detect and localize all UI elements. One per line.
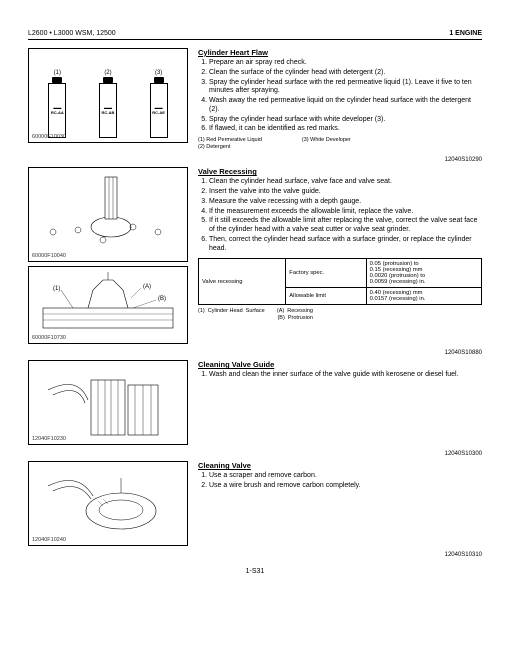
svg-text:(A): (A) bbox=[143, 284, 151, 290]
section-cleaning-valve: 12040F10240 Cleaning Valve Use a scraper… bbox=[28, 461, 482, 546]
figure-spray-cans: (1)▬▬RC-AA (2)▬▬RC-AB (3)▬▬RC-AE 60000F1… bbox=[28, 48, 188, 143]
legend: (1) Red Permeative Liquid(3) White Devel… bbox=[198, 137, 482, 151]
figure-id: 12040F10240 bbox=[32, 537, 66, 543]
figure-id: 60000F10730 bbox=[32, 335, 66, 341]
figure-id: 60000F10040 bbox=[32, 253, 66, 259]
svg-text:(1): (1) bbox=[53, 286, 60, 292]
figure-valve-recessing-2: (1) (A) (B) 60000F10730 bbox=[28, 266, 188, 344]
figure-valve-guide: 12040F10230 bbox=[28, 360, 188, 445]
step-list: Use a scraper and remove carbon. Use a w… bbox=[198, 472, 482, 491]
section-cylinder-heart-flaw: (1)▬▬RC-AA (2)▬▬RC-AB (3)▬▬RC-AE 60000F1… bbox=[28, 48, 482, 151]
step-list: Wash and clean the inner surface of the … bbox=[198, 371, 482, 380]
table-cell: 0.05 (protrusion) to 0.15 (recessing) mm… bbox=[366, 259, 481, 288]
header-left: L2600 • L3000 WSM, 12500 bbox=[28, 30, 116, 37]
page-footer: 1-S31 bbox=[28, 568, 482, 575]
ref-number: 12040S10290 bbox=[28, 157, 482, 163]
ref-number: 12040S10880 bbox=[28, 350, 482, 356]
figure-id: 60000F10030 bbox=[32, 134, 66, 140]
page-header: L2600 • L3000 WSM, 12500 1 ENGINE bbox=[28, 30, 482, 40]
figure-valve-recessing-1: 60000F10040 bbox=[28, 167, 188, 262]
table-cell: Factory spec. bbox=[286, 259, 366, 288]
figure-cleaning-valve: 12040F10240 bbox=[28, 461, 188, 546]
table-cell: Allowable limit bbox=[286, 288, 366, 305]
step-list: Prepare an air spray red check. Clean th… bbox=[198, 59, 482, 134]
svg-text:(B): (B) bbox=[158, 296, 166, 302]
table-cell: 0.40 (recessing) mm 0.0157 (recessing) i… bbox=[366, 288, 481, 305]
header-right: 1 ENGINE bbox=[449, 30, 482, 37]
cleaning-valve-icon bbox=[33, 466, 183, 541]
ref-number: 12040S10310 bbox=[28, 552, 482, 558]
step-list: Clean the cylinder head surface, valve f… bbox=[198, 178, 482, 253]
valve-cross-section-icon: (1) (A) (B) bbox=[33, 270, 183, 340]
ref-number: 12040S10300 bbox=[28, 451, 482, 457]
legend: (1) Cylinder Head Surface (A) Recessing … bbox=[198, 308, 482, 322]
section-title: Cylinder Heart Flaw bbox=[198, 48, 482, 57]
valve-guide-icon bbox=[33, 365, 183, 440]
spec-table: Valve recessing Factory spec. 0.05 (prot… bbox=[198, 258, 482, 305]
section-title: Cleaning Valve bbox=[198, 461, 482, 470]
valve-gauge-icon bbox=[33, 172, 183, 257]
section-valve-recessing: 60000F10040 (1) (A) (B) 60000F10730 Valv… bbox=[28, 167, 482, 344]
section-title: Valve Recessing bbox=[198, 167, 482, 176]
section-title: Cleaning Valve Guide bbox=[198, 360, 482, 369]
table-cell: Valve recessing bbox=[199, 259, 286, 305]
section-cleaning-valve-guide: 12040F10230 Cleaning Valve Guide Wash an… bbox=[28, 360, 482, 445]
figure-id: 12040F10230 bbox=[32, 436, 66, 442]
